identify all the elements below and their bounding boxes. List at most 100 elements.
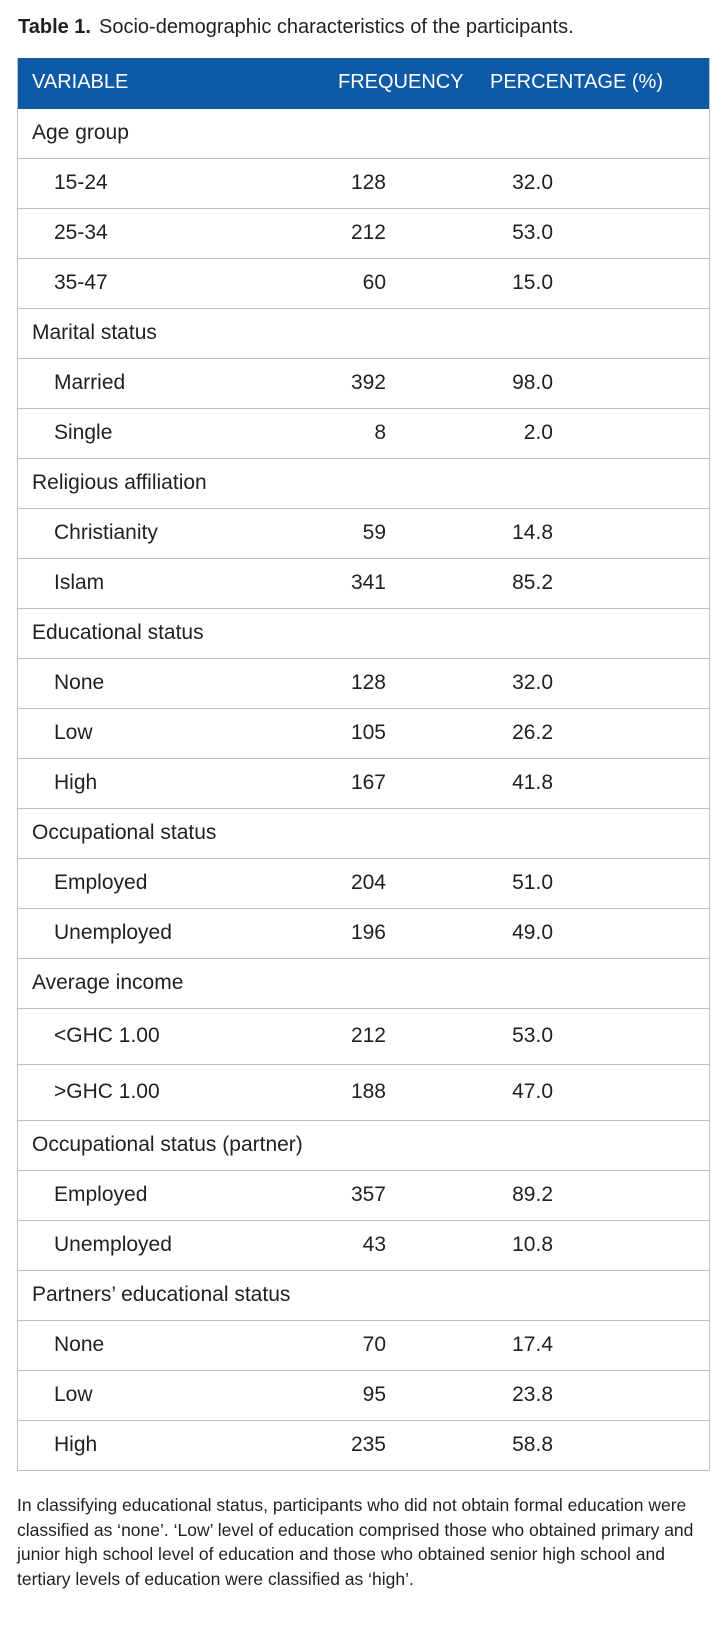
category-label: Marital status <box>32 321 157 344</box>
frequency-cell: 60 <box>362 271 386 294</box>
variable-label: None <box>54 671 105 694</box>
variable-label: Employed <box>54 1183 148 1206</box>
table-row: Single 8 2.0 <box>18 408 709 458</box>
category-row: Educational status <box>18 608 709 658</box>
category-label: Partners’ educational status <box>32 1283 291 1306</box>
category-label: Age group <box>32 121 129 144</box>
frequency-cell: 392 <box>350 371 386 394</box>
frequency-cell: 212 <box>350 221 386 244</box>
variable-label: Married <box>54 371 126 394</box>
frequency-cell: 70 <box>362 1333 386 1356</box>
frequency-cell: 341 <box>350 571 386 594</box>
variable-label: None <box>54 1333 105 1356</box>
table-row: High 167 41.8 <box>18 758 709 808</box>
category-label: Religious affiliation <box>32 471 207 494</box>
header-percentage: PERCENTAGE (%) <box>490 71 663 93</box>
percentage-cell: 26.2 <box>512 721 553 744</box>
table-row: Employed 357 89.2 <box>18 1170 709 1220</box>
frequency-cell: 95 <box>362 1383 386 1406</box>
table-row: Employed 204 51.0 <box>18 858 709 908</box>
table-label: Table 1. <box>18 16 91 38</box>
frequency-cell: 59 <box>362 521 386 544</box>
table-body: Age group 15-24 128 32.0 25-34 212 53.0 35-47 60… <box>18 109 709 1470</box>
table-row: Low 105 26.2 <box>18 708 709 758</box>
table-row: None 70 17.4 <box>18 1320 709 1370</box>
table-row: Married 392 98.0 <box>18 358 709 408</box>
table-row: 25-34 212 53.0 <box>18 208 709 258</box>
table-title: Socio-demographic characteristics of the… <box>99 16 574 38</box>
variable-label: <GHC 1.00 <box>54 1024 160 1047</box>
frequency-cell: 196 <box>350 921 386 944</box>
category-row: Average income <box>18 958 709 1008</box>
percentage-cell: 47.0 <box>512 1080 553 1103</box>
variable-label: 15-24 <box>54 171 108 194</box>
percentage-cell: 53.0 <box>512 221 553 244</box>
table-row: High 235 58.8 <box>18 1420 709 1470</box>
variable-label: Low <box>54 721 93 744</box>
category-row: Marital status <box>18 308 709 358</box>
percentage-cell: 49.0 <box>512 921 553 944</box>
frequency-cell: 128 <box>350 171 386 194</box>
table-row: 15-24 128 32.0 <box>18 158 709 208</box>
frequency-cell: 357 <box>350 1183 386 1206</box>
frequency-cell: 8 <box>374 421 386 444</box>
percentage-cell: 15.0 <box>512 271 553 294</box>
frequency-cell: 167 <box>350 771 386 794</box>
variable-label: Unemployed <box>54 1233 172 1256</box>
variable-label: High <box>54 1433 98 1456</box>
table-row: Low 95 23.8 <box>18 1370 709 1420</box>
variable-label: Employed <box>54 871 148 894</box>
category-label: Educational status <box>32 621 204 644</box>
category-label: Occupational status <box>32 821 217 844</box>
category-row: Age group <box>18 109 709 158</box>
category-row: Religious affiliation <box>18 458 709 508</box>
percentage-cell: 14.8 <box>512 521 553 544</box>
frequency-cell: 128 <box>350 671 386 694</box>
variable-label: 25-34 <box>54 221 108 244</box>
table-row: 35-47 60 15.0 <box>18 258 709 308</box>
header-variable: VARIABLE <box>32 71 129 93</box>
table-row: None 128 32.0 <box>18 658 709 708</box>
frequency-cell: 43 <box>362 1233 386 1256</box>
variable-label: Low <box>54 1383 93 1406</box>
percentage-cell: 10.8 <box>512 1233 553 1256</box>
percentage-cell: 53.0 <box>512 1024 553 1047</box>
percentage-cell: 2.0 <box>523 421 553 444</box>
table-row: <GHC 1.00 212 53.0 <box>18 1008 709 1064</box>
table-row: >GHC 1.00 188 47.0 <box>18 1064 709 1120</box>
percentage-cell: 17.4 <box>512 1333 553 1356</box>
variable-label: Islam <box>54 571 105 594</box>
variable-label: Christianity <box>54 521 158 544</box>
frequency-cell: 204 <box>350 871 386 894</box>
table-caption: Table 1. Socio-demographic characteristic… <box>18 13 574 41</box>
variable-label: Unemployed <box>54 921 172 944</box>
table-row: Islam 341 85.2 <box>18 558 709 608</box>
percentage-cell: 41.8 <box>512 771 553 794</box>
table-header: VARIABLE FREQUENCY PERCENTAGE (%) <box>18 58 709 109</box>
table-footnote: In classifying educational status, parti… <box>17 1495 694 1589</box>
frequency-cell: 235 <box>350 1433 386 1456</box>
table-row: Unemployed 43 10.8 <box>18 1220 709 1270</box>
header-frequency: FREQUENCY <box>338 71 464 93</box>
category-label: Occupational status (partner) <box>32 1133 303 1156</box>
table-row: Unemployed 196 49.0 <box>18 908 709 958</box>
percentage-cell: 32.0 <box>512 671 553 694</box>
category-row: Occupational status <box>18 808 709 858</box>
percentage-cell: 58.8 <box>512 1433 553 1456</box>
category-label: Average income <box>32 971 184 994</box>
category-row: Partners’ educational status <box>18 1270 709 1320</box>
frequency-cell: 212 <box>350 1024 386 1047</box>
percentage-cell: 23.8 <box>512 1383 553 1406</box>
variable-label: Single <box>54 421 113 444</box>
category-row: Occupational status (partner) <box>18 1120 709 1170</box>
variable-label: High <box>54 771 98 794</box>
percentage-cell: 32.0 <box>512 171 553 194</box>
percentage-cell: 98.0 <box>512 371 553 394</box>
demographics-table: VARIABLE FREQUENCY PERCENTAGE (%) Age gr… <box>17 58 710 1471</box>
percentage-cell: 85.2 <box>512 571 553 594</box>
frequency-cell: 188 <box>350 1080 386 1103</box>
variable-label: >GHC 1.00 <box>54 1080 160 1103</box>
percentage-cell: 89.2 <box>512 1183 553 1206</box>
frequency-cell: 105 <box>350 721 386 744</box>
table-row: Christianity 59 14.8 <box>18 508 709 558</box>
